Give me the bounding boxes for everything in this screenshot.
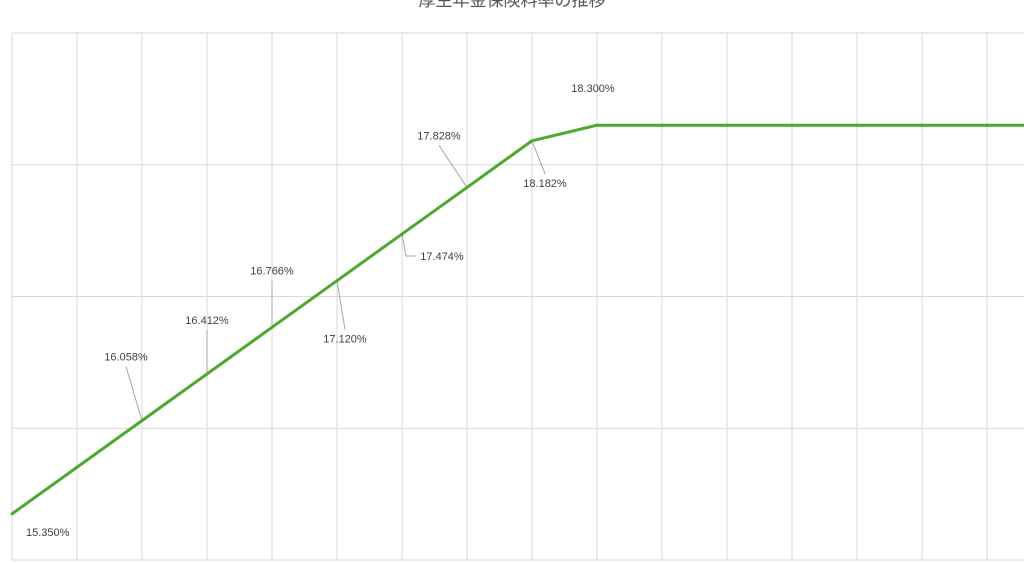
data-label: 17.120% bbox=[323, 334, 367, 346]
label-leader-line bbox=[401, 233, 416, 257]
label-leader-line bbox=[438, 145, 468, 188]
data-point bbox=[660, 123, 664, 127]
data-point bbox=[790, 123, 794, 127]
data-label: 17.828% bbox=[417, 130, 461, 142]
label-leader-line bbox=[531, 140, 546, 174]
data-point bbox=[465, 185, 469, 189]
data-point bbox=[595, 123, 599, 127]
data-point bbox=[725, 123, 729, 127]
label-leader-line bbox=[125, 366, 143, 421]
data-label: 18.300% bbox=[571, 83, 615, 95]
data-label: 16.058% bbox=[104, 352, 148, 364]
data-point bbox=[335, 279, 339, 283]
data-point bbox=[920, 123, 924, 127]
gridlines bbox=[11, 32, 1024, 561]
data-point bbox=[140, 419, 144, 423]
label-leaders bbox=[125, 140, 546, 421]
data-label: 17.474% bbox=[420, 251, 464, 263]
data-label: 18.182% bbox=[523, 178, 567, 190]
label-leader-line bbox=[336, 280, 346, 330]
chart-title: 厚生年金保険料率の推移 bbox=[419, 0, 606, 11]
data-point bbox=[75, 465, 79, 469]
data-point bbox=[400, 232, 404, 236]
data-point bbox=[270, 325, 274, 329]
data-labels: 15.350% 16.058% 16.412% 16.766% 17.120% 17.47… bbox=[26, 83, 615, 539]
data-point bbox=[855, 123, 859, 127]
data-label: 16.412% bbox=[185, 315, 229, 327]
data-point bbox=[530, 139, 534, 143]
data-label: 15.350% bbox=[26, 527, 70, 539]
data-point bbox=[205, 372, 209, 376]
series-layer bbox=[10, 123, 1024, 516]
data-point bbox=[10, 512, 14, 516]
series-line-0 bbox=[11, 123, 1024, 516]
data-label: 16.766% bbox=[250, 265, 294, 277]
data-point bbox=[985, 123, 989, 127]
